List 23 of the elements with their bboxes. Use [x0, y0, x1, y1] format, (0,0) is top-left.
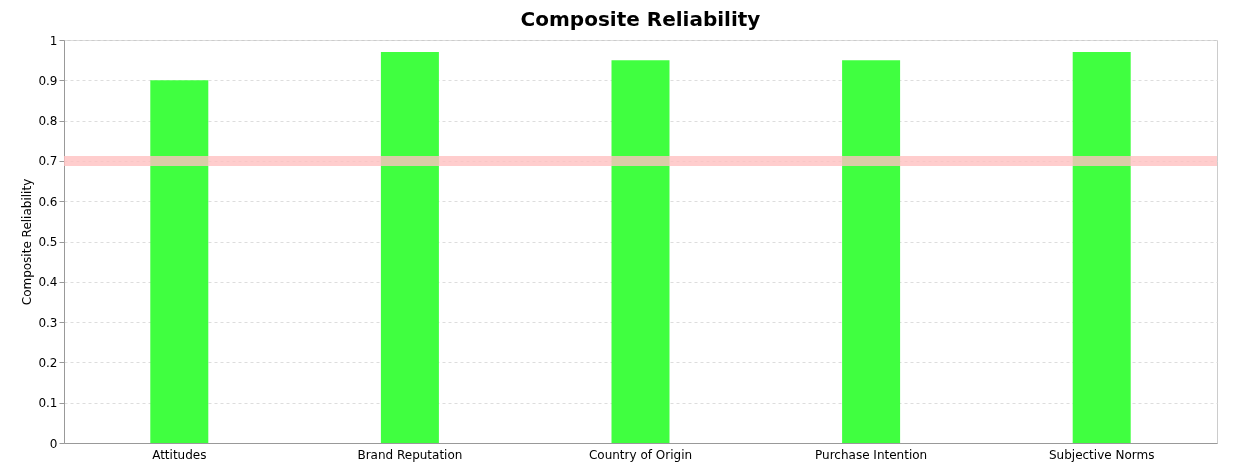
y-tick-label: 0.2 — [38, 355, 58, 370]
x-tick-label: Brand Reputation — [357, 447, 463, 462]
y-axis-title: Composite Reliability — [20, 178, 35, 306]
y-tick-label: 0.8 — [38, 114, 58, 129]
x-tick-label: Country of Origin — [588, 447, 693, 462]
y-tick-label: 0 — [49, 436, 58, 451]
bar — [842, 60, 901, 443]
chart-title: Composite Reliability — [520, 7, 761, 31]
y-tick-label: 0.5 — [38, 235, 58, 249]
y-tick-label: 0.3 — [38, 315, 58, 330]
bar — [150, 80, 209, 443]
x-tick-label: Attitudes — [152, 447, 207, 462]
bar — [380, 52, 439, 443]
y-tick-label: 0.7 — [38, 154, 58, 169]
y-tick-label: 0.6 — [38, 194, 58, 209]
y-tick-label: 0.1 — [38, 396, 58, 411]
y-tick-label: 0.4 — [38, 275, 58, 290]
x-tick-label: Purchase Intention — [815, 447, 928, 462]
x-tick-label: Subjective Norms — [1048, 447, 1155, 462]
bar — [1072, 52, 1131, 443]
y-tick-label: 0.9 — [38, 73, 58, 88]
y-tick-label: 1 — [49, 33, 58, 48]
bar — [611, 60, 670, 443]
